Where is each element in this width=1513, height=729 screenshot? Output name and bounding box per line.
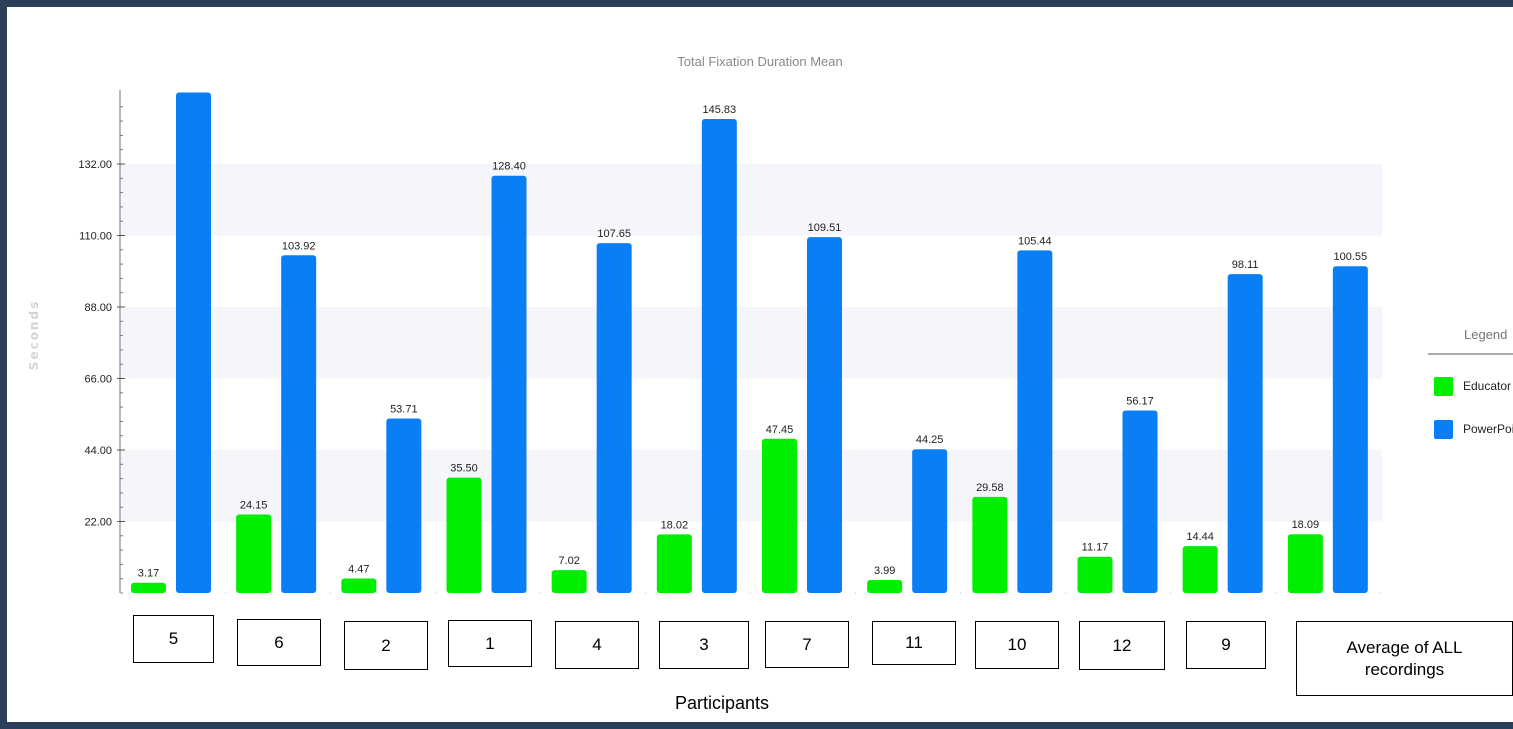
legend-label-educator: Educator bbox=[1463, 379, 1512, 393]
bar-powerpoint bbox=[386, 418, 422, 593]
bar-educator bbox=[131, 582, 166, 593]
data-label: 53.71 bbox=[390, 403, 418, 415]
data-label: 128.40 bbox=[492, 161, 526, 173]
grid-bands bbox=[120, 164, 1382, 522]
bar-powerpoint bbox=[807, 237, 842, 593]
legend-item-powerpoint: PowerPoint bbox=[1434, 418, 1513, 440]
bar-educator bbox=[551, 570, 587, 593]
data-label: 107.65 bbox=[597, 228, 631, 240]
category-label: Average of ALL recordings bbox=[1296, 621, 1513, 696]
category-label: 5 bbox=[133, 615, 214, 663]
data-label: 18.09 bbox=[1292, 519, 1320, 531]
bar-powerpoint bbox=[1332, 266, 1368, 593]
x-axis-label: Participants bbox=[674, 693, 770, 713]
bar-educator bbox=[867, 580, 903, 593]
legend-divider bbox=[1428, 353, 1513, 355]
data-label: 3.17 bbox=[138, 568, 159, 580]
grid-band bbox=[120, 450, 1382, 522]
legend-title: Legend bbox=[1464, 327, 1508, 342]
bar-powerpoint bbox=[912, 449, 948, 593]
y-tick-label: 88.00 bbox=[84, 302, 112, 314]
grid-band bbox=[120, 164, 1382, 236]
category-label: 11 bbox=[872, 621, 956, 665]
category-label: 3 bbox=[659, 621, 749, 669]
y-tick-label: 132.00 bbox=[78, 159, 112, 171]
y-tick-label: 44.00 bbox=[84, 445, 112, 457]
bar-educator bbox=[1077, 556, 1113, 593]
data-label: 11.17 bbox=[1082, 542, 1109, 554]
bar-powerpoint bbox=[596, 243, 632, 593]
data-label: 103.92 bbox=[282, 240, 316, 252]
bar-educator bbox=[446, 477, 482, 593]
data-label: 7.02 bbox=[558, 555, 579, 567]
data-label: 98.11 bbox=[1232, 259, 1259, 271]
bar-educator bbox=[236, 514, 272, 593]
bar-powerpoint bbox=[281, 255, 317, 593]
bars bbox=[131, 92, 1368, 594]
bar-educator bbox=[972, 496, 1008, 593]
data-label: 47.45 bbox=[766, 424, 794, 436]
bar-powerpoint bbox=[1122, 410, 1158, 593]
bar-educator bbox=[762, 438, 797, 593]
category-label: 9 bbox=[1186, 621, 1266, 669]
grid-band bbox=[120, 307, 1382, 379]
y-tick-label: 110.00 bbox=[79, 231, 112, 243]
legend-item-educator: Educator bbox=[1434, 375, 1511, 397]
legend-swatch-powerpoint bbox=[1434, 419, 1453, 439]
category-label: 7 bbox=[765, 621, 849, 668]
data-label: 56.17 bbox=[1126, 395, 1154, 407]
category-label: 2 bbox=[344, 621, 428, 670]
data-label: 109.51 bbox=[808, 222, 842, 234]
data-label: 145.83 bbox=[703, 104, 737, 116]
data-label: 35.50 bbox=[450, 463, 478, 475]
data-label: 44.25 bbox=[916, 434, 944, 446]
data-label: 18.02 bbox=[661, 519, 689, 531]
bar-powerpoint bbox=[701, 119, 737, 594]
bar-educator bbox=[656, 534, 692, 593]
data-label: 3.99 bbox=[874, 565, 895, 577]
data-label: 4.47 bbox=[348, 563, 369, 575]
bar-powerpoint bbox=[1227, 274, 1263, 593]
y-tick-label: 22.00 bbox=[84, 517, 112, 529]
data-labels: 3.17 24.15 103.92 4.47 53.71 35.50 128.40 7.02 1… bbox=[138, 104, 1367, 580]
bar-educator bbox=[1182, 546, 1218, 593]
category-label: 4 bbox=[555, 621, 639, 669]
category-label: 12 bbox=[1079, 621, 1165, 670]
bar-powerpoint bbox=[491, 175, 527, 593]
bar-educator bbox=[341, 578, 377, 593]
data-label: 24.15 bbox=[240, 500, 268, 512]
legend-label-powerpoint: PowerPoint bbox=[1463, 422, 1513, 436]
y-axis: 22.00 44.00 66.00 88.00 110.00 132.00 bbox=[78, 90, 1382, 594]
data-label: 100.55 bbox=[1334, 251, 1368, 263]
category-label: 6 bbox=[237, 619, 321, 666]
bar-powerpoint bbox=[176, 92, 211, 593]
y-axis-label: Seconds bbox=[27, 300, 41, 370]
bar-educator bbox=[1287, 534, 1323, 593]
data-label: 29.58 bbox=[976, 482, 1004, 494]
data-label: 105.44 bbox=[1018, 235, 1052, 247]
legend-swatch-educator bbox=[1434, 376, 1453, 396]
y-tick-label: 66.00 bbox=[84, 374, 112, 386]
bar-powerpoint bbox=[1017, 250, 1053, 593]
data-label: 14.44 bbox=[1186, 531, 1214, 543]
category-label: 10 bbox=[975, 621, 1059, 669]
chart-title: Total Fixation Duration Mean bbox=[677, 54, 842, 69]
category-label: 1 bbox=[448, 620, 532, 667]
